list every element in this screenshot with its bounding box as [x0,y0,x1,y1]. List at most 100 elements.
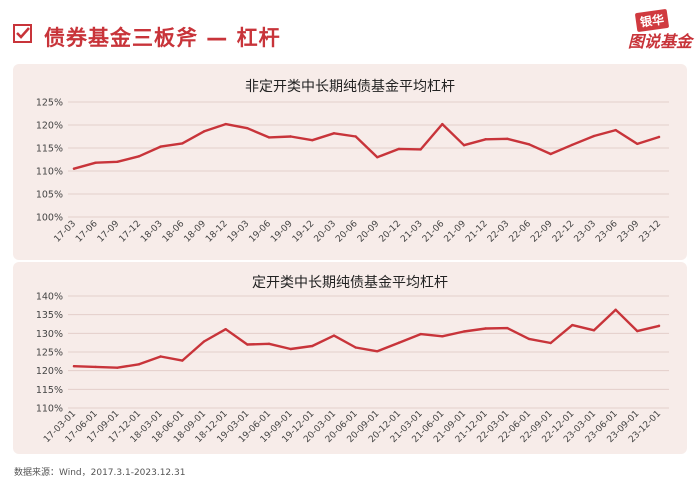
x-tick-label: 23-09 [616,219,642,245]
data-point [267,136,271,139]
x-tick-label: 21-06 [421,219,447,245]
data-point [397,147,401,151]
x-tick-label: 18-03 [139,219,165,245]
y-tick-label: 130% [36,329,63,340]
y-tick-label: 115% [36,144,63,155]
x-tick-label: 20-09 [356,219,382,245]
data-point [441,335,444,338]
series-line [72,122,661,170]
y-tick-label: 110% [36,404,63,415]
data-point [224,328,227,331]
data-point [527,143,531,146]
y-tick-label: 100% [36,213,63,224]
x-tick-label: 20-12 [378,219,404,245]
data-point [636,142,639,146]
data-point [116,366,119,369]
y-tick-label: 105% [36,190,63,201]
chart-title: 定开类中长期纯债基金平均杠杆 [252,275,448,291]
x-tick-label: 20-06 [334,219,360,245]
data-point [657,135,661,139]
data-point [462,144,466,147]
x-tick-label: 19-12 [291,219,317,245]
data-point [332,334,336,337]
x-tick-label: 23-12 [638,219,664,245]
x-tick-label: 21-03 [399,219,425,245]
y-tick-label: 125% [36,98,63,109]
x-tick-label: 17-09 [96,219,122,245]
data-point [592,134,596,138]
x-tick-label: 17-12 [118,219,144,245]
data-point [159,145,162,148]
y-tick-label: 135% [36,310,63,321]
data-point [484,327,487,330]
data-point [397,341,401,344]
source-note: 数据来源：Wind，2017.3.1-2023.12.31 [14,468,186,478]
x-tick-label: 22-09 [529,219,555,245]
data-point [159,355,162,358]
x-tick-label: 19-09 [269,219,295,245]
data-point [289,135,292,138]
data-point [246,343,249,346]
data-point [202,340,206,343]
x-tick-label: 18-06 [161,219,187,245]
data-point [484,138,487,141]
data-point [419,148,422,151]
x-tick-label: 22-03 [486,219,512,245]
y-tick-label: 115% [36,385,63,396]
x-tick-label: 21-12 [464,219,490,245]
line-chart-non-periodic: 125%120%115%110%105%100%17-0317-0617-091… [36,98,669,245]
data-point [72,167,76,170]
data-point [506,137,509,140]
series-line [72,308,661,369]
data-point [614,308,617,312]
chart-panel-non-periodic: 非定开类中长期纯债基金平均杠杆 125% 120% 115% 110% 105% 100%… [13,64,687,260]
data-point [332,132,336,135]
data-point [137,363,141,366]
x-tick-label: 23-06 [594,219,620,245]
data-point [202,130,206,133]
data-point [506,326,509,330]
x-tick-label: 22-06 [508,219,534,245]
data-point [419,332,422,336]
x-tick-label: 21-09 [443,219,469,245]
page-title: 债券基金三板斧 — 杠杆 [44,26,281,50]
brand-logo: 银华 图说基金 [602,6,692,56]
data-point [462,330,466,333]
data-point [354,135,357,138]
data-point [527,337,531,341]
data-point [376,350,379,353]
chart-title: 非定开类中长期纯债基金平均杠杆 [245,79,455,95]
data-point [246,127,249,130]
x-tick-label: 19-03 [226,219,252,245]
data-point [592,329,596,332]
data-point [549,152,552,156]
y-tick-label: 140% [36,292,63,303]
x-tick-label: 22-12 [551,219,577,245]
brand-bottom-label: 图说基金 [627,32,692,51]
chart-panel-periodic: 定开类中长期纯债基金平均杠杆 140% 135% 130% 125% 120% 115% 1… [13,262,687,454]
y-tick-label: 110% [36,167,63,178]
checkbox-icon [13,24,32,43]
data-point [311,344,314,348]
data-point [441,122,444,126]
x-tick-label: 17-06 [74,219,100,245]
y-tick-label: 120% [36,121,63,132]
y-tick-label: 125% [36,348,63,359]
data-point [137,155,141,158]
data-point [636,329,639,333]
x-tick-label: 19-06 [248,219,274,245]
data-point [657,324,661,328]
x-tick-label: 18-09 [183,219,209,245]
x-tick-label: 20-03 [313,219,339,245]
data-point [571,323,574,327]
data-point [224,122,227,126]
data-point [376,156,379,159]
data-point [354,346,357,349]
data-point [311,138,314,142]
data-point [116,160,119,163]
data-point [549,341,552,345]
data-point [614,128,617,132]
data-point [94,365,97,369]
x-tick-label: 23-03 [573,219,599,245]
y-tick-label: 120% [36,366,63,377]
